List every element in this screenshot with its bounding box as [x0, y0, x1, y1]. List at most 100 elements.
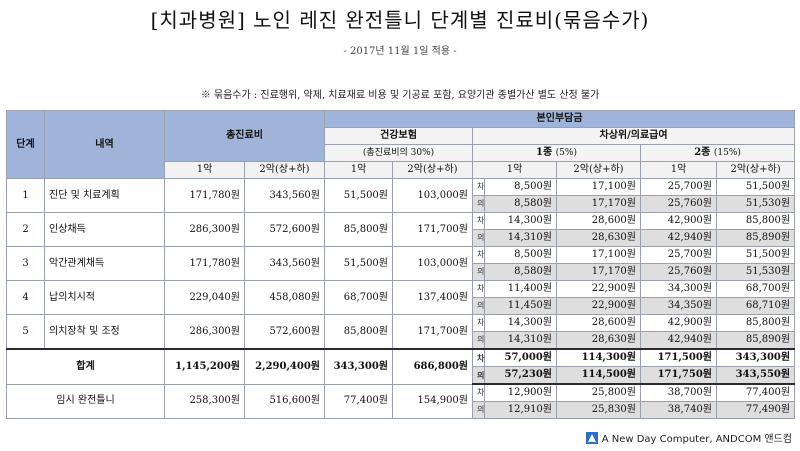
- table-row: 임시 완전틀니 258,300원 516,600원 77,400원 154,900원 차 1…: [6, 383, 796, 419]
- bundle-fee-note: ※ 묶음수가 : 진료행위, 약제, 치료재료 비용 및 기공료 포함, 요양기…: [200, 90, 600, 101]
- ui-value: 343,550원: [715, 366, 796, 385]
- hi-2jaw: 103,000원: [392, 246, 473, 281]
- table-row: 의 8,580원 17,170원 25,760원 51,530원: [7, 263, 796, 281]
- col-header-type1: 1종 (5%): [472, 144, 641, 162]
- cha-value: 85,800원: [715, 212, 796, 230]
- ui-value: 57,230원: [484, 366, 557, 385]
- hi-2jaw: 103,000원: [392, 178, 473, 213]
- type2-rate: (15%): [713, 148, 741, 158]
- table-row: 의 57,230원 114,500원 171,750원 343,550원: [7, 366, 796, 385]
- stage-item: 납의치시적: [44, 280, 165, 315]
- col-header-total-1jaw: 1악: [164, 161, 245, 179]
- stage-item: 진단 및 치료계획: [44, 178, 165, 213]
- cha-value: 14,300원: [484, 212, 557, 230]
- temp-denture-label: 임시 완전틀니: [6, 383, 165, 419]
- ui-value: 38,740원: [640, 401, 717, 419]
- hi-2jaw: 171,700원: [392, 212, 473, 247]
- cha-value: 68,700원: [715, 280, 796, 298]
- col-header-t1-1jaw: 1악: [472, 161, 557, 179]
- hi-1jaw: 68,700원: [324, 280, 393, 315]
- ui-value: 42,940원: [640, 331, 717, 350]
- total-label: 합계: [6, 348, 165, 385]
- cha-value: 25,700원: [640, 246, 717, 264]
- table-row: 3 악간관계채득 171,780원 343,560원 51,500원 103,000원 차 8…: [6, 246, 796, 281]
- cha-tag: 차: [472, 280, 485, 298]
- col-header-stage: 단계: [6, 110, 45, 179]
- ui-tag: 의: [472, 366, 485, 385]
- stage-number: 3: [6, 246, 45, 281]
- total-fee-1jaw: 1,145,200원: [164, 348, 245, 385]
- cha-value: 42,900원: [640, 212, 717, 230]
- col-header-detail: 내역: [44, 110, 165, 179]
- col-header-total-fee: 총진료비: [164, 110, 325, 162]
- cha-tag: 차: [472, 212, 485, 230]
- col-header-health-insurance: 건강보험: [324, 127, 473, 145]
- table-row: 의 12,910원 25,830원 38,740원 77,490원: [7, 401, 796, 419]
- hi-1jaw: 51,500원: [324, 246, 393, 281]
- ui-value: 77,490원: [715, 401, 796, 419]
- cha-value: 17,100원: [556, 178, 641, 196]
- footer-credit: A New Day Computer, ANDCOM 앤드컴: [585, 430, 792, 445]
- table-row: 5 의치장착 및 조정 286,300원 572,600원 85,800원 171,700…: [6, 314, 796, 350]
- stage-number: 4: [6, 280, 45, 315]
- cha-value: 12,900원: [484, 383, 557, 402]
- andcom-logo-icon: [585, 431, 598, 444]
- fee-table: 단계 내역 총진료비 본인부담금 건강보험 차상위/의료급여 (총진료비의 30…: [6, 110, 796, 419]
- cha-value: 42,900원: [640, 314, 717, 332]
- ui-value: 22,900원: [556, 297, 641, 315]
- total-fee-2jaw: 516,600원: [244, 383, 325, 419]
- ui-value: 68,710원: [715, 297, 796, 315]
- cha-value: 17,100원: [556, 246, 641, 264]
- cha-value: 8,500원: [484, 246, 557, 264]
- table-row: 합계 1,145,200원 2,290,400원 343,300원 686,800원 차 5…: [6, 348, 796, 385]
- health-insurance-rate-text: (총진료비의 30%): [362, 148, 435, 158]
- total-fee-2jaw: 572,600원: [244, 212, 325, 247]
- ui-tag: 의: [472, 401, 485, 419]
- ui-value: 8,580원: [484, 263, 557, 281]
- col-header-type2: 2종 (15%): [639, 144, 796, 162]
- ui-value: 28,630원: [556, 331, 641, 350]
- ui-value: 28,630원: [556, 229, 641, 247]
- cha-value: 14,300원: [484, 314, 557, 332]
- cha-value: 28,600원: [556, 212, 641, 230]
- cha-value: 343,300원: [715, 348, 796, 367]
- hi-1jaw: 85,800원: [324, 314, 393, 350]
- cha-value: 22,900원: [556, 280, 641, 298]
- col-header-patient-burden: 본인부담금: [323, 110, 796, 128]
- cha-value: 57,000원: [484, 348, 557, 367]
- ui-value: 171,750원: [640, 366, 717, 385]
- ui-value: 85,890원: [715, 331, 796, 350]
- cha-value: 34,300원: [640, 280, 717, 298]
- ui-value: 114,500원: [556, 366, 641, 385]
- total-fee-1jaw: 286,300원: [164, 314, 245, 350]
- ui-tag: 의: [472, 229, 485, 247]
- col-header-hi-1jaw: 1악: [324, 161, 393, 179]
- cha-value: 38,700원: [640, 383, 717, 402]
- health-insurance-rate: (총진료비의 30%): [324, 144, 473, 162]
- ui-value: 12,910원: [484, 401, 557, 419]
- table-row: 의 14,310원 28,630원 42,940원 85,890원: [7, 229, 796, 247]
- type1-rate: (5%): [555, 148, 577, 158]
- ui-value: 17,170원: [556, 263, 641, 281]
- cha-tag: 차: [472, 383, 485, 402]
- cha-value: 11,400원: [484, 280, 557, 298]
- ui-value: 25,760원: [640, 263, 717, 281]
- cha-value: 8,500원: [484, 178, 557, 196]
- stage-number: 5: [6, 314, 45, 350]
- col-header-total-2jaw: 2악(상+하): [244, 161, 325, 179]
- cha-value: 28,600원: [556, 314, 641, 332]
- hi-1jaw: 343,300원: [324, 348, 393, 385]
- total-fee-1jaw: 258,300원: [164, 383, 245, 419]
- hi-1jaw: 85,800원: [324, 212, 393, 247]
- cha-value: 85,800원: [715, 314, 796, 332]
- col-header-upper-aid: 차상위/의료급여: [471, 127, 796, 145]
- table-row: 1 진단 및 치료계획 171,780원 343,560원 51,500원 103,000…: [6, 178, 796, 213]
- ui-value: 51,530원: [715, 195, 796, 213]
- stage-number: 2: [6, 212, 45, 247]
- total-fee-1jaw: 229,040원: [164, 280, 245, 315]
- cha-value: 171,500원: [640, 348, 717, 367]
- total-fee-2jaw: 343,560원: [244, 178, 325, 213]
- stage-item: 의치장착 및 조정: [44, 314, 165, 350]
- ui-value: 25,760원: [640, 195, 717, 213]
- cha-value: 114,300원: [556, 348, 641, 367]
